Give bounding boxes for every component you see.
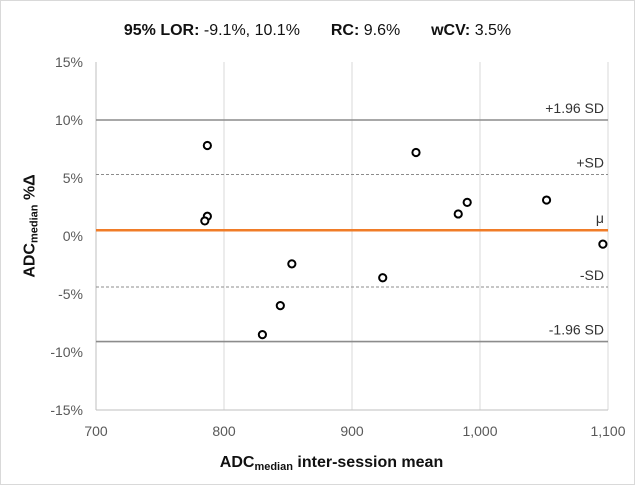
- data-point: [541, 195, 552, 205]
- data-point: [202, 140, 212, 151]
- wcv-value: 3.5%: [474, 22, 512, 39]
- data-point: [275, 301, 285, 311]
- x-axis-label: ADCmedian inter-session mean: [219, 454, 444, 473]
- y-tick-label: -5%: [58, 286, 83, 302]
- y-axis-label: ADCmedian %Δ: [21, 174, 41, 278]
- data-point: [200, 216, 210, 226]
- data-point: [462, 197, 472, 207]
- reference-line-label: -1.96 SD: [549, 322, 604, 338]
- lor-value: -9.1%, 10.1%: [203, 22, 300, 39]
- lor-label: 95% LOR:: [123, 22, 200, 39]
- data-point: [287, 259, 297, 269]
- data-point: [411, 147, 421, 158]
- data-point: [257, 330, 267, 340]
- tick-labels: 15% 10% 5% 0% -5% -10% -15%700 800 900 1,000 1,100: [50, 54, 625, 439]
- reference-lines: +1.96 SD +SD μ -SD -1.96 SD: [96, 100, 608, 343]
- data-point: [378, 273, 388, 283]
- reference-line-label: +1.96 SD: [545, 100, 604, 116]
- rc-label: RC:: [330, 22, 360, 39]
- x-tick-label: 1,000: [462, 423, 497, 439]
- reference-line-label: μ: [596, 210, 604, 226]
- wcv-label: wCV:: [431, 22, 471, 39]
- stats-header: 95% LOR: -9.1%, 10.1% RC: 9.6% wCV: 3.5%: [0, 22, 635, 40]
- y-tick-label: 5%: [63, 170, 83, 186]
- reference-line-label: +SD: [576, 155, 604, 171]
- x-tick-label: 700: [84, 423, 108, 439]
- y-tick-label: -15%: [50, 402, 83, 418]
- data-points: [200, 140, 608, 340]
- y-tick-label: 10%: [55, 112, 83, 128]
- x-tick-label: 800: [212, 423, 236, 439]
- data-point: [453, 209, 463, 219]
- x-tick-label: 900: [340, 423, 364, 439]
- data-point: [598, 239, 608, 249]
- y-tick-label: 15%: [55, 54, 83, 70]
- rc-value: 9.6%: [363, 22, 401, 39]
- y-tick-label: -10%: [50, 344, 83, 360]
- x-tick-label: 1,100: [590, 423, 625, 439]
- y-tick-label: 0%: [63, 228, 83, 244]
- grid-lines: [95, 62, 609, 411]
- reference-line-label: -SD: [580, 267, 604, 283]
